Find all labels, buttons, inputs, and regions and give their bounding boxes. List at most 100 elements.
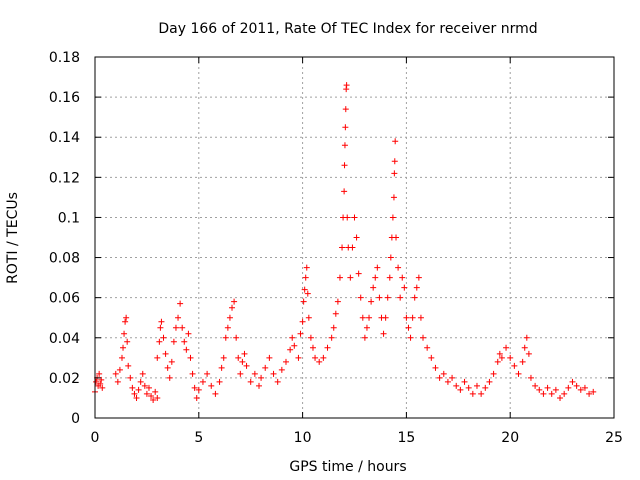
data-point: [218, 364, 225, 371]
x-tick-label: 10: [294, 430, 312, 446]
data-point: [532, 382, 539, 389]
data-point: [258, 374, 265, 381]
data-point: [212, 390, 219, 397]
x-tick-label: 0: [91, 430, 100, 446]
data-point: [237, 370, 244, 377]
data-point: [341, 188, 348, 195]
data-point: [357, 294, 364, 301]
data-point: [328, 334, 335, 341]
x-tick-labels: 0 5 10 15 20 25: [91, 430, 623, 446]
data-point: [457, 386, 464, 393]
data-point: [469, 390, 476, 397]
y-tick-label: 0.18: [49, 50, 80, 66]
data-point: [239, 358, 246, 365]
data-point: [561, 390, 568, 397]
data-point: [372, 274, 379, 281]
data-point: [453, 382, 460, 389]
data-point: [177, 300, 184, 307]
data-point: [141, 382, 148, 389]
data-point: [309, 344, 316, 351]
data-point: [295, 354, 302, 361]
data-point: [525, 350, 532, 357]
data-point: [302, 274, 309, 281]
data-point: [137, 378, 144, 385]
data-point: [565, 384, 572, 391]
grid-lines: [95, 57, 614, 418]
data-point: [121, 330, 128, 337]
data-point: [586, 390, 593, 397]
data-point: [351, 214, 358, 221]
data-point: [392, 138, 399, 145]
data-point: [511, 362, 518, 369]
data-point: [444, 378, 451, 385]
data-point: [465, 384, 472, 391]
data-point: [287, 346, 294, 353]
x-tick-label: 15: [397, 430, 415, 446]
data-point: [262, 364, 269, 371]
data-point: [179, 324, 186, 331]
data-point: [496, 350, 503, 357]
data-point: [235, 354, 242, 361]
y-tick-label: 0.1: [58, 210, 80, 226]
y-tick-label: 0.12: [49, 170, 80, 186]
data-point: [482, 384, 489, 391]
data-point: [125, 362, 132, 369]
data-point: [241, 350, 248, 357]
data-point: [342, 124, 349, 131]
data-point: [222, 334, 229, 341]
data-point: [300, 298, 307, 305]
data-point: [399, 274, 406, 281]
data-point: [407, 334, 414, 341]
data-point: [185, 330, 192, 337]
data-point: [581, 384, 588, 391]
data-point: [363, 324, 370, 331]
data-point: [168, 358, 175, 365]
data-point: [353, 234, 360, 241]
data-point: [129, 384, 136, 391]
data-point: [403, 314, 410, 321]
data-point: [490, 370, 497, 377]
data-point: [199, 378, 206, 385]
data-point: [195, 386, 202, 393]
data-point: [334, 298, 341, 305]
data-point: [297, 330, 304, 337]
data-point: [391, 170, 398, 177]
data-point: [376, 294, 383, 301]
data-point: [124, 338, 131, 345]
data-point: [415, 274, 422, 281]
data-point: [461, 378, 468, 385]
data-point: [189, 370, 196, 377]
data-point: [494, 358, 501, 365]
data-point: [344, 214, 351, 221]
y-tick-labels: 0 0.02 0.04 0.06 0.08 0.1 0.12 0.14 0.16 0.18: [49, 50, 80, 427]
data-point: [523, 334, 530, 341]
data-point: [527, 374, 534, 381]
y-axis-title: ROTI / TECUs: [5, 192, 21, 284]
data-point: [181, 338, 188, 345]
data-point: [270, 370, 277, 377]
data-point: [339, 244, 346, 251]
data-point: [139, 370, 146, 377]
data-point: [347, 274, 354, 281]
data-point: [316, 358, 323, 365]
data-point: [191, 384, 198, 391]
data-point: [135, 386, 142, 393]
plot-frame: [94, 56, 615, 419]
data-point: [97, 380, 104, 387]
data-point: [122, 318, 129, 325]
data-point: [304, 290, 311, 297]
data-point: [343, 82, 350, 89]
data-point: [133, 394, 140, 401]
data-point: [521, 344, 528, 351]
data-point: [341, 162, 348, 169]
y-tick-label: 0.06: [49, 291, 80, 307]
data-point: [152, 388, 159, 395]
y-tick-label: 0.04: [49, 331, 80, 347]
data-point: [355, 270, 362, 277]
data-points: [92, 82, 597, 403]
data-point: [175, 314, 182, 321]
data-point: [158, 318, 165, 325]
data-point: [187, 354, 194, 361]
data-point: [307, 334, 314, 341]
